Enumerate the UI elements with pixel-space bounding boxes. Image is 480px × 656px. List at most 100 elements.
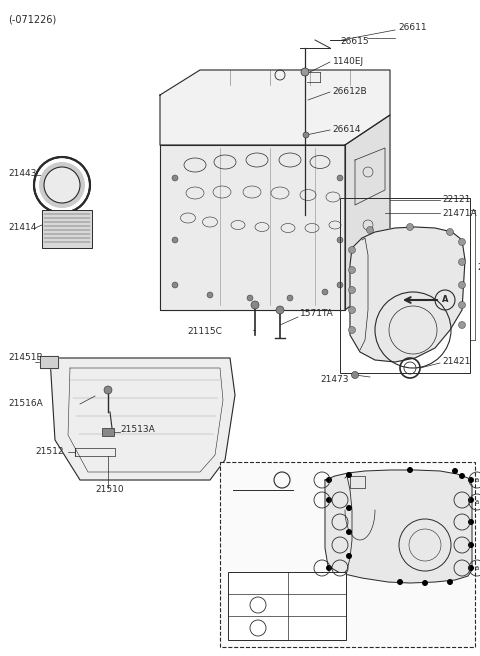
Circle shape	[301, 68, 309, 76]
Text: 21115C: 21115C	[187, 327, 222, 337]
Polygon shape	[345, 115, 390, 310]
Polygon shape	[350, 227, 465, 362]
Circle shape	[346, 505, 352, 511]
Text: A: A	[442, 295, 448, 304]
Circle shape	[367, 226, 373, 234]
Text: a: a	[256, 600, 260, 609]
Circle shape	[337, 175, 343, 181]
Circle shape	[348, 327, 356, 333]
Text: 21512: 21512	[35, 447, 63, 457]
Circle shape	[276, 306, 284, 314]
Circle shape	[303, 132, 309, 138]
Circle shape	[468, 497, 474, 503]
Circle shape	[468, 477, 474, 483]
Text: 21414: 21414	[8, 224, 36, 232]
Circle shape	[346, 553, 352, 559]
Circle shape	[422, 580, 428, 586]
Circle shape	[458, 321, 466, 329]
Text: 21516A: 21516A	[8, 400, 43, 409]
Circle shape	[326, 497, 332, 503]
Circle shape	[468, 519, 474, 525]
Text: b: b	[460, 542, 464, 548]
Text: a: a	[475, 565, 479, 571]
Bar	[102, 428, 114, 436]
Polygon shape	[160, 145, 345, 310]
Text: a: a	[320, 565, 324, 571]
Text: b: b	[460, 519, 464, 525]
Text: 26614: 26614	[332, 125, 360, 134]
Circle shape	[348, 306, 356, 314]
Bar	[42, 210, 92, 248]
Text: a: a	[475, 477, 479, 483]
Circle shape	[172, 282, 178, 288]
Polygon shape	[40, 356, 58, 368]
Circle shape	[348, 247, 356, 253]
Text: a: a	[320, 497, 324, 503]
Circle shape	[326, 477, 332, 483]
Text: a: a	[320, 477, 324, 483]
Bar	[220, 462, 475, 647]
Circle shape	[322, 289, 328, 295]
Text: b: b	[338, 542, 342, 548]
Circle shape	[172, 175, 178, 181]
Text: 22121: 22121	[442, 194, 470, 203]
Circle shape	[458, 239, 466, 245]
Polygon shape	[50, 358, 235, 480]
Text: 26615: 26615	[340, 37, 369, 47]
Text: 1140ER: 1140ER	[303, 623, 333, 632]
Circle shape	[346, 529, 352, 535]
Text: 26611: 26611	[398, 24, 427, 33]
Circle shape	[346, 472, 352, 478]
Circle shape	[446, 228, 454, 236]
Circle shape	[459, 473, 465, 479]
Text: 1571TA: 1571TA	[300, 308, 334, 318]
Bar	[228, 572, 346, 640]
Text: 21421: 21421	[442, 358, 470, 367]
Circle shape	[407, 467, 413, 473]
Text: b: b	[338, 519, 342, 525]
Text: a: a	[475, 499, 479, 505]
Text: b: b	[338, 497, 342, 503]
Text: SYMBOL: SYMBOL	[242, 579, 274, 588]
Text: b: b	[460, 497, 464, 503]
Circle shape	[468, 565, 474, 571]
Text: 1140GD: 1140GD	[302, 600, 334, 609]
Text: b: b	[460, 565, 464, 571]
Text: (-071226): (-071226)	[8, 14, 56, 24]
Text: 21471A: 21471A	[442, 209, 477, 218]
Circle shape	[351, 371, 359, 379]
Circle shape	[337, 237, 343, 243]
Circle shape	[468, 542, 474, 548]
Text: A: A	[278, 476, 286, 485]
Text: 21443: 21443	[8, 169, 36, 178]
Circle shape	[458, 281, 466, 289]
Circle shape	[407, 224, 413, 230]
Circle shape	[39, 162, 85, 208]
Circle shape	[287, 295, 293, 301]
Circle shape	[172, 237, 178, 243]
Text: VIEW: VIEW	[235, 475, 267, 485]
Circle shape	[251, 301, 259, 309]
Text: 1140EJ: 1140EJ	[333, 58, 364, 66]
Text: 26612B: 26612B	[332, 87, 367, 96]
Text: 21513A: 21513A	[120, 426, 155, 434]
Text: 21350E: 21350E	[477, 264, 480, 272]
Text: 21451B: 21451B	[8, 354, 43, 363]
Circle shape	[207, 292, 213, 298]
Circle shape	[447, 579, 453, 585]
Circle shape	[44, 167, 80, 203]
Polygon shape	[160, 70, 390, 145]
Bar	[340, 198, 470, 373]
Text: PNC: PNC	[310, 579, 326, 588]
Circle shape	[397, 579, 403, 585]
Text: 21473: 21473	[320, 375, 348, 384]
Circle shape	[458, 258, 466, 266]
Circle shape	[458, 302, 466, 308]
Text: b: b	[255, 623, 261, 632]
Circle shape	[104, 386, 112, 394]
Circle shape	[337, 282, 343, 288]
Text: 21510: 21510	[95, 485, 124, 495]
Text: b: b	[338, 565, 342, 571]
Polygon shape	[325, 470, 472, 583]
Circle shape	[247, 295, 253, 301]
